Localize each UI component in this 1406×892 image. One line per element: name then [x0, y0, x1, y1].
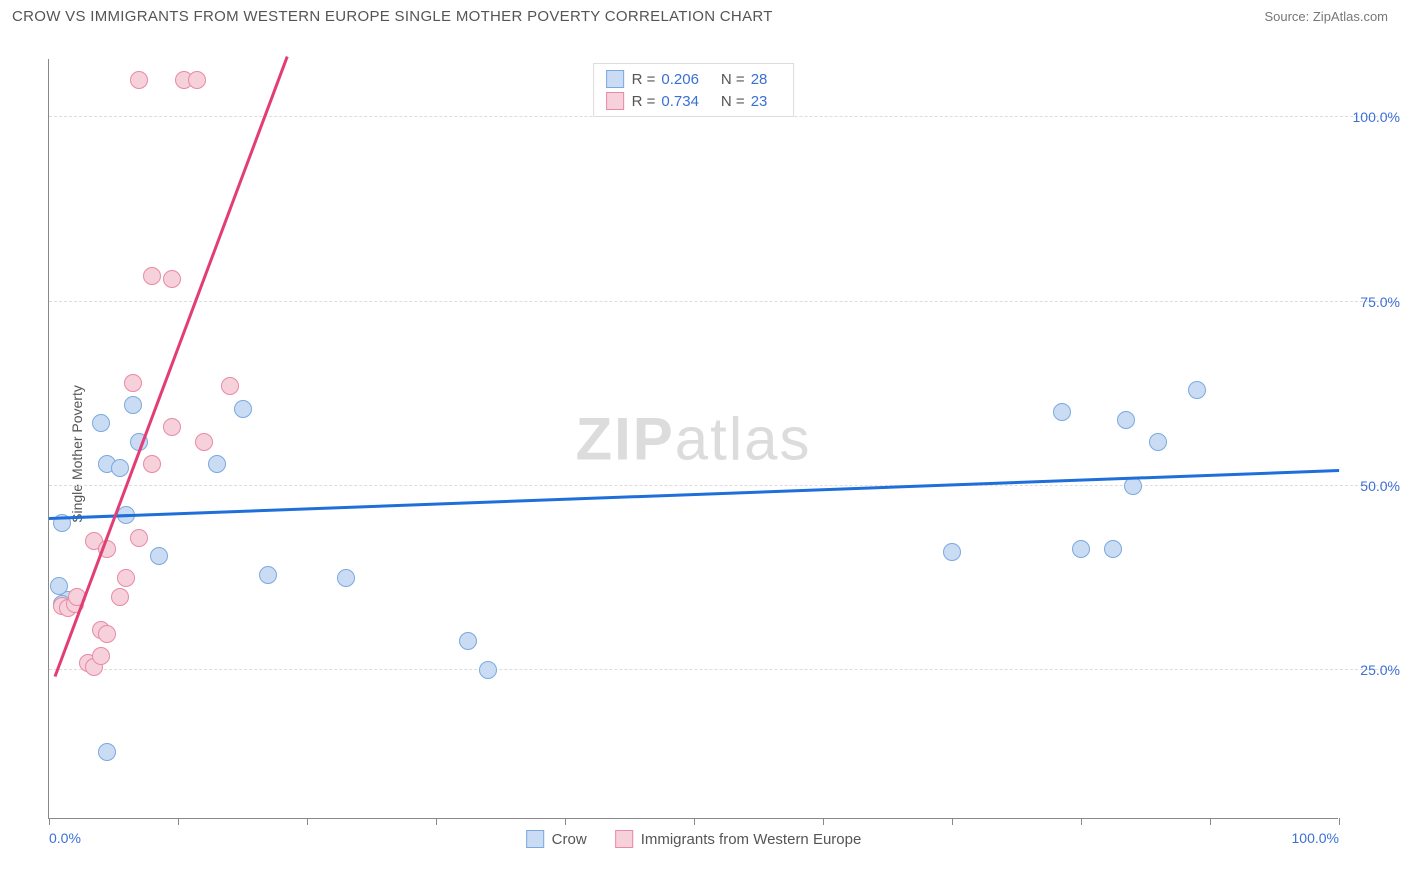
x-tick-label: 0.0% — [49, 830, 81, 846]
watermark: ZIPatlas — [575, 404, 811, 473]
x-tick — [694, 818, 695, 825]
data-point — [130, 71, 148, 89]
x-tick — [565, 818, 566, 825]
r-value: 0.734 — [661, 93, 699, 110]
x-tick — [436, 818, 437, 825]
gridline — [49, 669, 1398, 670]
trend-line — [49, 469, 1339, 519]
data-point — [479, 661, 497, 679]
data-point — [208, 455, 226, 473]
data-point — [92, 414, 110, 432]
data-point — [1104, 540, 1122, 558]
data-point — [124, 396, 142, 414]
data-point — [188, 71, 206, 89]
y-tick-label: 25.0% — [1360, 662, 1400, 678]
legend-swatch — [526, 830, 544, 848]
data-point — [1117, 411, 1135, 429]
data-point — [459, 632, 477, 650]
legend-series-item: Crow — [526, 830, 587, 848]
legend-series-item: Immigrants from Western Europe — [615, 830, 862, 848]
data-point — [50, 577, 68, 595]
x-tick — [952, 818, 953, 825]
data-point — [1188, 381, 1206, 399]
data-point — [92, 647, 110, 665]
gridline — [49, 485, 1398, 486]
n-value: 23 — [751, 93, 768, 110]
x-tick — [823, 818, 824, 825]
gridline — [49, 116, 1398, 117]
legend-swatch — [606, 70, 624, 88]
x-tick-label: 100.0% — [1292, 830, 1339, 846]
chart-title: CROW VS IMMIGRANTS FROM WESTERN EUROPE S… — [12, 8, 773, 25]
chart-container: Single Mother Poverty ZIPatlas R =0.206N… — [0, 29, 1406, 879]
data-point — [98, 743, 116, 761]
r-label: R = — [632, 93, 656, 110]
data-point — [150, 547, 168, 565]
legend-series: Crow Immigrants from Western Europe — [526, 830, 862, 848]
data-point — [111, 459, 129, 477]
data-point — [163, 270, 181, 288]
data-point — [1053, 403, 1071, 421]
x-tick — [178, 818, 179, 825]
x-tick — [49, 818, 50, 825]
source-label: Source: ZipAtlas.com — [1264, 9, 1388, 24]
legend-swatch — [606, 92, 624, 110]
data-point — [1149, 433, 1167, 451]
y-tick-label: 75.0% — [1360, 294, 1400, 310]
data-point — [124, 374, 142, 392]
data-point — [163, 418, 181, 436]
data-point — [143, 267, 161, 285]
legend-swatch — [615, 830, 633, 848]
data-point — [130, 529, 148, 547]
r-label: R = — [632, 71, 656, 88]
data-point — [117, 569, 135, 587]
data-point — [98, 625, 116, 643]
y-tick-label: 50.0% — [1360, 478, 1400, 494]
n-value: 28 — [751, 71, 768, 88]
n-label: N = — [721, 71, 745, 88]
x-tick — [1081, 818, 1082, 825]
data-point — [259, 566, 277, 584]
plot-area: ZIPatlas R =0.206N =28R =0.734N =23 Crow… — [48, 59, 1338, 819]
n-label: N = — [721, 93, 745, 110]
data-point — [111, 588, 129, 606]
data-point — [234, 400, 252, 418]
data-point — [195, 433, 213, 451]
data-point — [143, 455, 161, 473]
data-point — [1072, 540, 1090, 558]
x-tick — [1339, 818, 1340, 825]
x-tick — [307, 818, 308, 825]
trend-line — [54, 56, 289, 677]
r-value: 0.206 — [661, 71, 699, 88]
legend-stats-row: R = 0.734 N = 23 — [606, 90, 782, 112]
title-bar: CROW VS IMMIGRANTS FROM WESTERN EUROPE S… — [0, 0, 1406, 29]
data-point — [943, 543, 961, 561]
y-tick-label: 100.0% — [1353, 109, 1400, 125]
gridline — [49, 301, 1398, 302]
data-point — [337, 569, 355, 587]
data-point — [1124, 477, 1142, 495]
legend-label: Immigrants from Western Europe — [641, 831, 862, 848]
data-point — [221, 377, 239, 395]
x-tick — [1210, 818, 1211, 825]
legend-stats: R = 0.206 N = 28 R = 0.734 N = 23 — [593, 63, 795, 117]
legend-stats-row: R = 0.206 N = 28 — [606, 68, 782, 90]
legend-label: Crow — [552, 831, 587, 848]
